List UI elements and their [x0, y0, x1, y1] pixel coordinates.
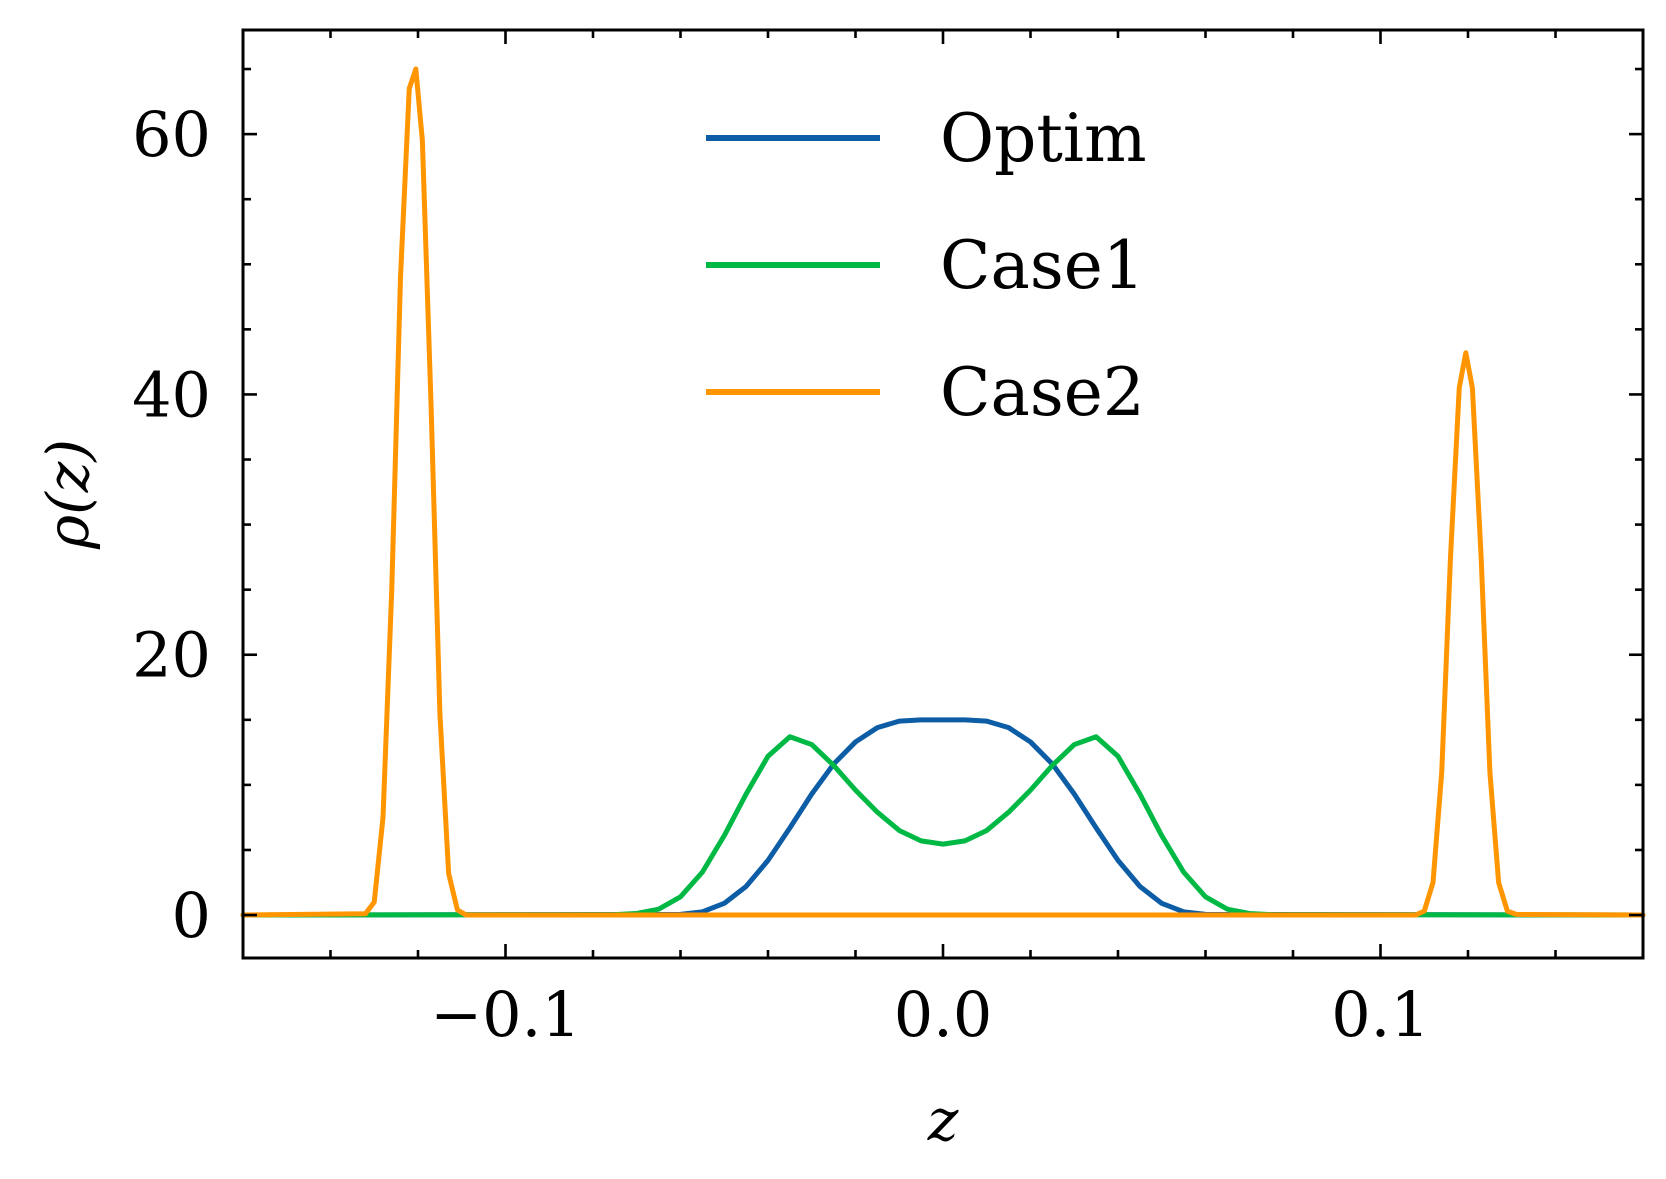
legend-label-case1: Case1 — [940, 227, 1145, 304]
series-line-optim — [240, 717, 1646, 918]
y-tick-label: 40 — [132, 358, 211, 431]
y-tick-label: 60 — [132, 98, 211, 171]
y-tick-label: 20 — [132, 619, 211, 692]
series-line-case1 — [240, 734, 1646, 918]
y-axis-label: ρ(z) — [34, 439, 102, 550]
series-layer — [240, 66, 1646, 918]
x-tick-label: 0.1 — [1331, 978, 1430, 1051]
series-line-case2 — [240, 66, 1646, 918]
legend: Optim Case1 Case2 — [706, 100, 1147, 431]
x-tick-label: 0.0 — [894, 978, 993, 1051]
y-tick-label: 0 — [172, 879, 211, 952]
x-axis-label: z — [927, 1086, 959, 1154]
legend-label-optim: Optim — [940, 100, 1147, 177]
plot-frame — [241, 28, 1645, 960]
tick-label-layer: −0.1 0.0 0.1 0 20 40 60 — [132, 98, 1430, 1051]
x-tick-label: −0.1 — [430, 978, 581, 1051]
legend-label-case2: Case2 — [940, 354, 1145, 431]
